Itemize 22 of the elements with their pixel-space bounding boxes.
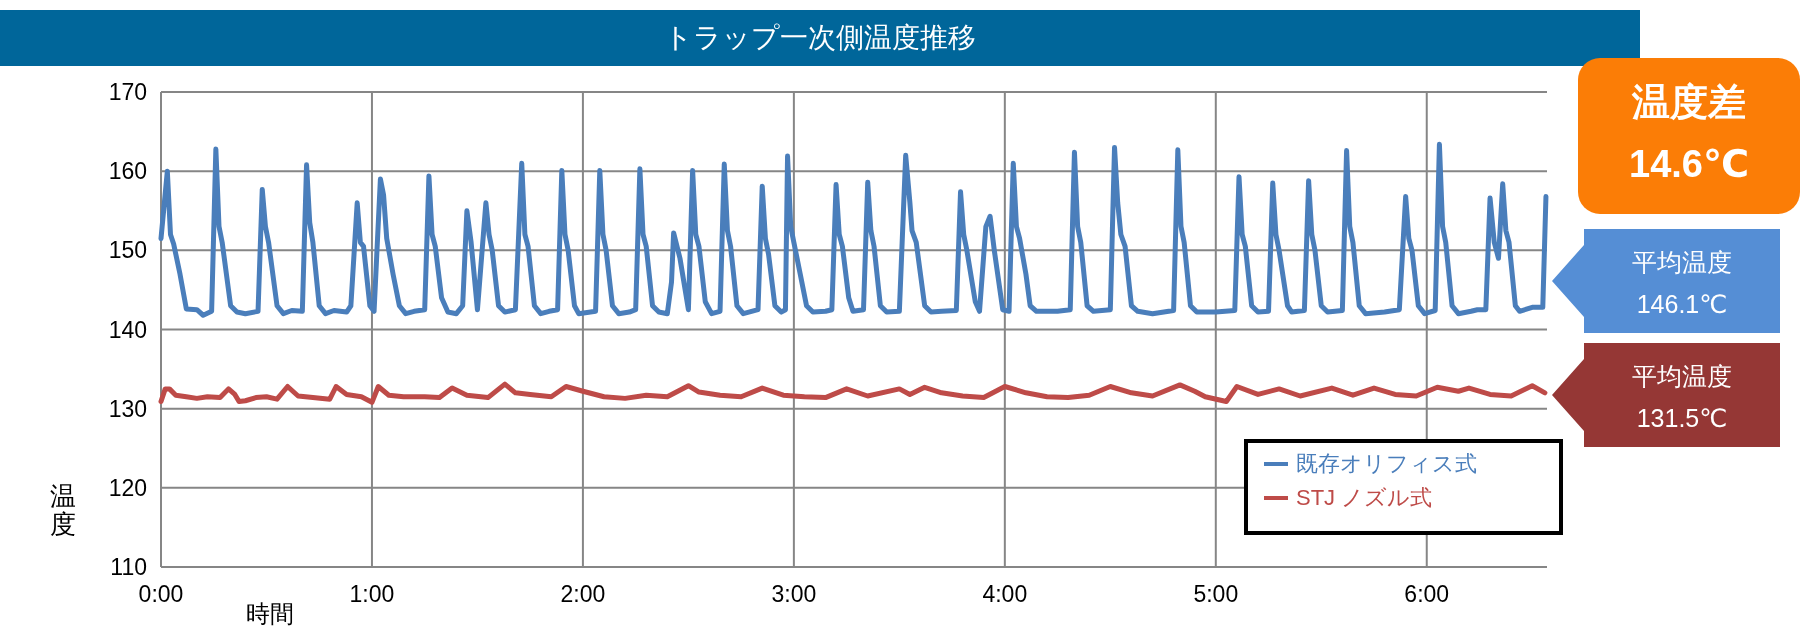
average-arrow: 平均温度 131.5℃ bbox=[1552, 343, 1780, 447]
chart-title: トラップ一次側温度推移 bbox=[664, 22, 976, 53]
y-tick-label: 140 bbox=[108, 316, 147, 343]
y-tick-label: 160 bbox=[108, 158, 147, 185]
x-tick-label: 6:00 bbox=[1404, 581, 1450, 607]
y-tick-label: 170 bbox=[108, 79, 147, 105]
y-axis-title: 温度 bbox=[50, 481, 76, 539]
x-tick-label: 1:00 bbox=[349, 581, 395, 607]
average-arrow: 平均温度 146.1℃ bbox=[1552, 229, 1780, 333]
y-tick-label: 130 bbox=[108, 395, 147, 422]
y-tick-label: 110 bbox=[110, 554, 147, 580]
legend-label: 既存オリフィス式 bbox=[1296, 451, 1477, 476]
x-tick-label: 2:00 bbox=[560, 581, 606, 607]
difference-box: 温度差 14.6℃ bbox=[1578, 58, 1800, 214]
x-tick-label: 0:00 bbox=[138, 581, 184, 607]
x-tick-label: 5:00 bbox=[1193, 581, 1239, 607]
x-axis-title: 時間 bbox=[246, 600, 294, 627]
x-tick-label: 3:00 bbox=[771, 581, 817, 607]
y-tick-label: 150 bbox=[108, 237, 147, 264]
y-tick-label: 120 bbox=[108, 474, 147, 501]
legend-label: STJ ノズル式 bbox=[1296, 485, 1433, 510]
x-tick-label: 4:00 bbox=[982, 581, 1028, 607]
